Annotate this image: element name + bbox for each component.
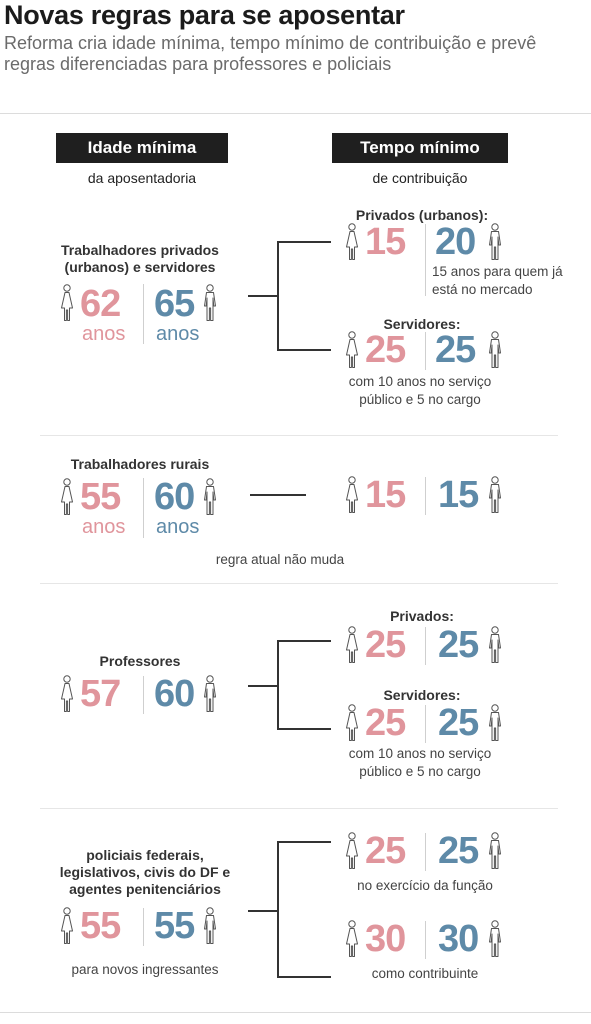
bracket <box>277 841 331 843</box>
group-label-servidores: Servidores: <box>383 687 461 703</box>
age-man-policiais: 55 <box>154 905 195 947</box>
contrib-man-funcao: 25 <box>438 830 479 872</box>
woman-icon <box>345 626 359 664</box>
man-icon <box>488 476 502 514</box>
man-icon <box>488 331 502 369</box>
column-divider <box>425 921 426 959</box>
column-header-tempo: Tempo mínimo <box>332 133 508 163</box>
woman-icon <box>345 331 359 369</box>
section-label-rurais: Trabalhadores rurais <box>70 456 210 472</box>
man-icon <box>203 675 217 713</box>
note-servico-publico: com 10 anos no serviço público e 5 no ca… <box>348 746 492 779</box>
contrib-woman-privados: 15 <box>365 221 406 263</box>
man-icon <box>203 478 217 516</box>
note-contribuinte: como contribuinte <box>371 966 479 981</box>
woman-icon <box>60 675 74 713</box>
age-woman-privados: 62 <box>80 283 121 325</box>
column-subheader-tempo: de contribuição <box>372 170 468 186</box>
age-woman-unit: anos <box>82 323 126 345</box>
note-mercado: 15 anos para quem já está no mercado <box>432 264 563 297</box>
note-regra-atual: regra atual não muda <box>215 552 345 567</box>
group-label-privados-urbanos: Privados (urbanos): <box>355 207 489 223</box>
contrib-woman-prof-servidores: 25 <box>365 702 406 744</box>
man-icon <box>488 920 502 958</box>
contrib-man-contribuinte: 30 <box>438 918 479 960</box>
contrib-woman-funcao: 25 <box>365 830 406 872</box>
section-divider <box>40 435 558 436</box>
age-woman-policiais: 55 <box>80 905 121 947</box>
section-divider <box>40 583 558 584</box>
contrib-woman-servidores: 25 <box>365 329 406 371</box>
bracket <box>277 640 331 642</box>
bracket <box>277 349 331 351</box>
column-divider <box>143 676 144 714</box>
group-label-privados: Privados: <box>390 608 454 624</box>
bracket <box>277 728 331 730</box>
contrib-man-prof-servidores: 25 <box>438 702 479 744</box>
woman-icon <box>345 704 359 742</box>
section-label-privados: Trabalhadores privados (urbanos) e servi… <box>61 242 219 275</box>
bracket <box>277 640 279 730</box>
man-icon <box>203 907 217 945</box>
page-subtitle: Reforma cria idade mínima, tempo mínimo … <box>4 33 537 74</box>
column-divider <box>425 332 426 370</box>
woman-icon <box>345 920 359 958</box>
column-divider <box>425 705 426 743</box>
contrib-man-servidores: 25 <box>435 329 476 371</box>
bracket <box>277 241 331 243</box>
column-divider <box>425 224 426 296</box>
man-icon <box>203 284 217 322</box>
page-title: Novas regras para se aposentar <box>4 0 405 30</box>
age-man-unit: anos <box>156 323 200 345</box>
divider <box>0 113 591 114</box>
age-man-rurais: 60 <box>154 476 195 518</box>
column-divider <box>143 478 144 538</box>
man-icon <box>488 626 502 664</box>
contrib-man-privados: 20 <box>435 221 476 263</box>
group-label-servidores: Servidores: <box>383 316 461 332</box>
column-divider <box>143 908 144 946</box>
note-exercicio-funcao: no exercício da função <box>357 878 493 893</box>
bracket <box>248 910 278 912</box>
woman-icon <box>345 476 359 514</box>
woman-icon <box>345 223 359 261</box>
contrib-man-rurais: 15 <box>438 474 479 516</box>
column-divider <box>425 477 426 515</box>
bracket <box>248 295 278 297</box>
section-label-policiais: policiais federais, legislativos, civis … <box>59 847 231 897</box>
column-divider <box>425 833 426 871</box>
age-woman-unit: anos <box>82 516 126 538</box>
age-man-unit: anos <box>156 516 200 538</box>
connector-line <box>250 494 306 496</box>
woman-icon <box>60 284 74 322</box>
column-divider <box>425 627 426 665</box>
bracket <box>248 685 278 687</box>
column-divider <box>143 284 144 344</box>
woman-icon <box>60 478 74 516</box>
man-icon <box>488 223 502 261</box>
bracket <box>277 841 279 978</box>
man-icon <box>488 832 502 870</box>
age-woman-professores: 57 <box>80 673 121 715</box>
age-man-professores: 60 <box>154 673 195 715</box>
column-header-idade: Idade mínima <box>56 133 228 163</box>
woman-icon <box>60 907 74 945</box>
bracket <box>277 241 279 351</box>
section-label-professores: Professores <box>99 653 181 669</box>
age-man-privados: 65 <box>154 283 195 325</box>
contrib-woman-prof-privados: 25 <box>365 624 406 666</box>
column-subheader-idade: da aposentadoria <box>87 170 197 186</box>
note-novos-ingressantes: para novos ingressantes <box>71 962 219 977</box>
age-woman-rurais: 55 <box>80 476 121 518</box>
man-icon <box>488 704 502 742</box>
contrib-woman-rurais: 15 <box>365 474 406 516</box>
divider <box>0 1012 591 1013</box>
woman-icon <box>345 832 359 870</box>
bracket <box>277 976 331 978</box>
contrib-man-prof-privados: 25 <box>438 624 479 666</box>
section-divider <box>40 808 558 809</box>
note-servico-publico: com 10 anos no serviço público e 5 no ca… <box>348 374 492 407</box>
contrib-woman-contribuinte: 30 <box>365 918 406 960</box>
